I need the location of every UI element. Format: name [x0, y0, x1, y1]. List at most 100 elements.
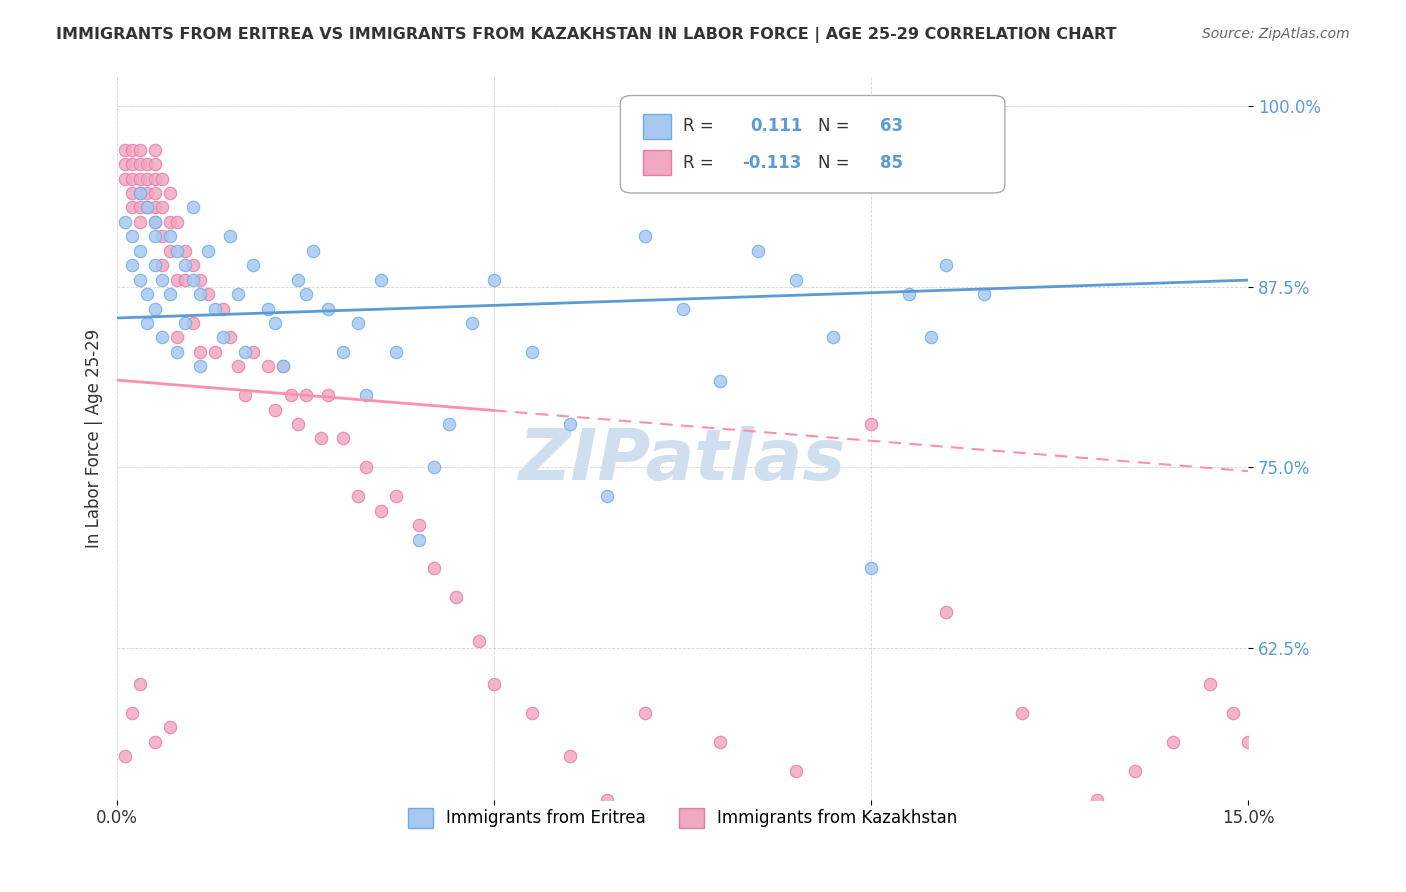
- Point: [159, 229, 181, 244]
- Point: [121, 229, 143, 244]
- Point: [1085, 792, 1108, 806]
- Text: Source: ZipAtlas.com: Source: ZipAtlas.com: [1202, 27, 1350, 41]
- Point: [159, 287, 181, 301]
- Point: [128, 677, 150, 691]
- Point: [121, 201, 143, 215]
- Point: [1011, 706, 1033, 720]
- Point: [166, 272, 188, 286]
- Point: [114, 215, 136, 229]
- Point: [460, 316, 482, 330]
- Point: [520, 706, 543, 720]
- Y-axis label: In Labor Force | Age 25-29: In Labor Force | Age 25-29: [86, 329, 103, 548]
- Point: [935, 605, 957, 619]
- Point: [143, 735, 166, 749]
- Point: [257, 359, 280, 374]
- Point: [181, 258, 204, 272]
- Text: R =: R =: [682, 117, 713, 135]
- Point: [332, 344, 354, 359]
- Point: [558, 749, 581, 764]
- Point: [482, 272, 505, 286]
- Point: [271, 359, 294, 374]
- Point: [347, 316, 370, 330]
- Point: [468, 633, 491, 648]
- Point: [121, 143, 143, 157]
- Point: [309, 432, 332, 446]
- Point: [408, 533, 430, 547]
- Point: [174, 272, 197, 286]
- Point: [136, 186, 159, 200]
- Point: [354, 460, 377, 475]
- Point: [188, 272, 211, 286]
- Point: [423, 460, 446, 475]
- Point: [332, 432, 354, 446]
- Point: [204, 301, 226, 316]
- Point: [152, 330, 174, 344]
- Point: [204, 344, 226, 359]
- Point: [128, 215, 150, 229]
- Point: [143, 215, 166, 229]
- Point: [128, 143, 150, 157]
- Point: [181, 201, 204, 215]
- Point: [121, 186, 143, 200]
- Point: [920, 330, 942, 344]
- Point: [709, 374, 731, 388]
- Point: [121, 171, 143, 186]
- Point: [823, 330, 845, 344]
- Text: R =: R =: [682, 153, 713, 171]
- Point: [264, 316, 287, 330]
- Point: [152, 229, 174, 244]
- Point: [121, 157, 143, 171]
- Point: [152, 258, 174, 272]
- Point: [159, 186, 181, 200]
- Point: [159, 720, 181, 734]
- Point: [211, 301, 233, 316]
- Point: [671, 301, 693, 316]
- Point: [219, 330, 242, 344]
- Bar: [643, 113, 671, 139]
- Point: [143, 143, 166, 157]
- Point: [264, 402, 287, 417]
- Point: [860, 561, 883, 575]
- Point: [181, 316, 204, 330]
- Point: [634, 706, 657, 720]
- Point: [136, 201, 159, 215]
- Point: [860, 417, 883, 431]
- Point: [143, 229, 166, 244]
- Point: [136, 287, 159, 301]
- Point: [188, 287, 211, 301]
- Point: [211, 330, 233, 344]
- Point: [935, 258, 957, 272]
- Text: -0.113: -0.113: [742, 153, 801, 171]
- Point: [233, 388, 256, 402]
- Point: [408, 518, 430, 533]
- Point: [152, 272, 174, 286]
- Point: [121, 258, 143, 272]
- Point: [287, 272, 309, 286]
- Point: [128, 157, 150, 171]
- Point: [242, 344, 264, 359]
- Point: [280, 388, 302, 402]
- Point: [174, 244, 197, 258]
- Point: [226, 287, 249, 301]
- Point: [128, 201, 150, 215]
- Point: [121, 706, 143, 720]
- Point: [128, 186, 150, 200]
- Point: [114, 143, 136, 157]
- Point: [143, 186, 166, 200]
- Point: [128, 244, 150, 258]
- Point: [143, 215, 166, 229]
- Point: [136, 171, 159, 186]
- Point: [197, 287, 219, 301]
- Point: [226, 359, 249, 374]
- Point: [143, 258, 166, 272]
- Point: [143, 201, 166, 215]
- Point: [294, 388, 316, 402]
- Point: [166, 244, 188, 258]
- Point: [143, 171, 166, 186]
- Point: [152, 201, 174, 215]
- Point: [136, 201, 159, 215]
- Point: [423, 561, 446, 575]
- FancyBboxPatch shape: [620, 95, 1005, 193]
- Point: [347, 489, 370, 503]
- Point: [1237, 735, 1260, 749]
